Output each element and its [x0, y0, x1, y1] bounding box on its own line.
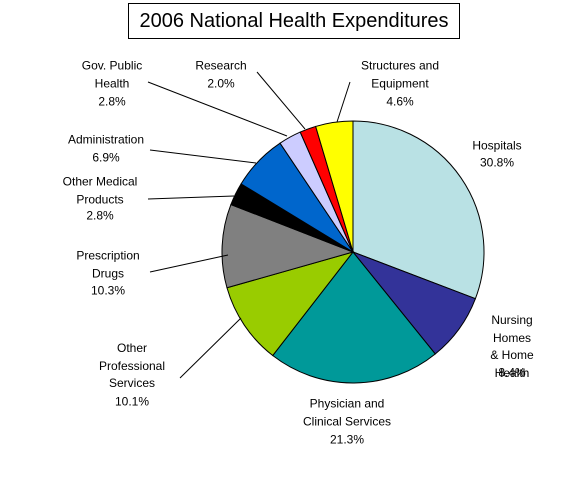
- leader-line: [149, 254, 229, 273]
- pie-slice: [226, 251, 355, 357]
- value-label: 10.1%: [114, 394, 150, 409]
- value-label: 4.6%: [386, 94, 414, 109]
- slice-label: Nursing Homes & Home Health: [490, 313, 534, 380]
- leader-line: [147, 195, 235, 200]
- slice-label: Prescription Drugs: [76, 248, 140, 281]
- slice-label: Research: [195, 58, 247, 73]
- value-label: 6.9%: [92, 150, 120, 165]
- slice-label: Hospitals: [472, 138, 522, 153]
- value-label: 2.0%: [207, 76, 235, 91]
- leader-line: [147, 81, 288, 137]
- value-label: 2.8%: [86, 208, 114, 223]
- pie-slice: [272, 251, 436, 384]
- value-label: 10.3%: [90, 283, 126, 298]
- pie-slice: [352, 120, 485, 300]
- value-label: 21.3%: [329, 432, 365, 447]
- chart-title: 2006 National Health Expenditures: [128, 3, 460, 39]
- slice-label: Structures and Equipment: [360, 58, 440, 91]
- leader-line: [179, 317, 242, 379]
- slice-label: Physician and Clinical Services: [302, 396, 392, 429]
- slice-label: Other Medical Products: [62, 174, 138, 207]
- pie-slice: [221, 203, 355, 289]
- slice-label: Administration: [67, 132, 145, 147]
- leader-line: [256, 71, 306, 130]
- value-label: 30.8%: [479, 155, 515, 170]
- value-label: 2.8%: [98, 94, 126, 109]
- slice-label: Other Professional Services: [98, 340, 166, 390]
- slice-label: Gov. Public Health: [81, 58, 143, 91]
- value-label: 8.4%: [498, 365, 526, 380]
- leader-line: [336, 81, 351, 123]
- pie-slice: [315, 120, 354, 253]
- leader-line: [149, 149, 257, 164]
